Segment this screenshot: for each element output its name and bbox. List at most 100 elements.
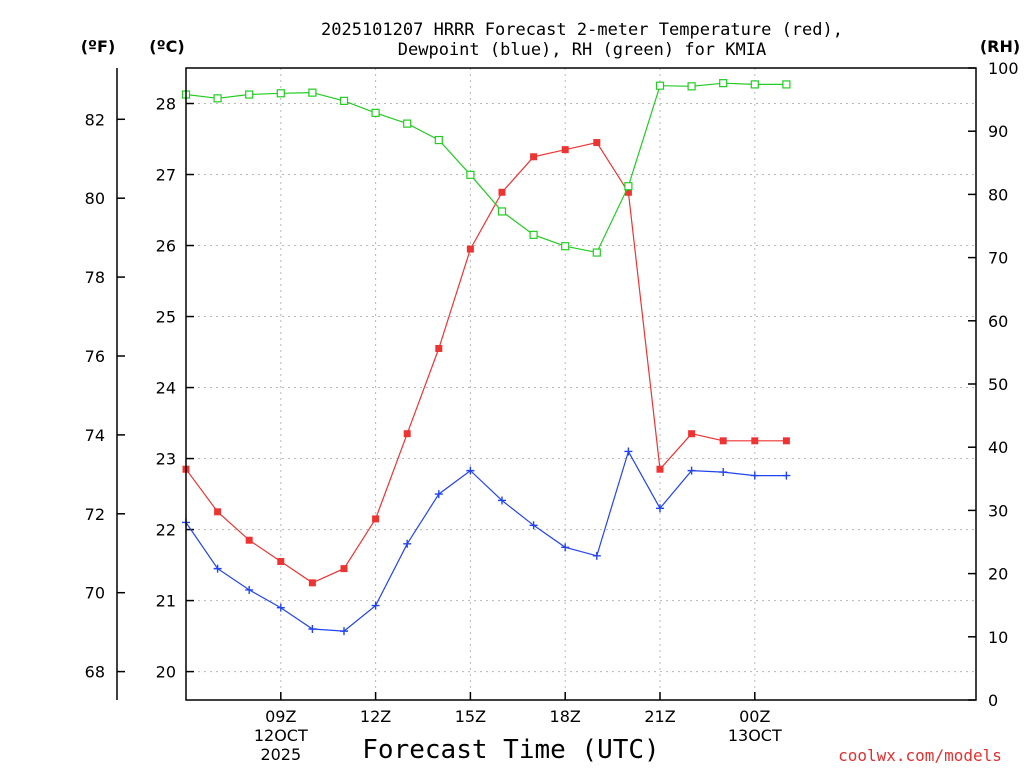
rh-line	[185, 82, 787, 254]
rh-point	[371, 108, 380, 117]
fahrenheit-tick-label: 78	[85, 268, 105, 287]
celsius-tick-label: 22	[156, 521, 176, 540]
rh-tick-label: 40	[988, 438, 1008, 457]
celsius-ticks: 20 21 22 23 24 25 26 27 28	[156, 95, 194, 682]
dewpoint-point	[624, 447, 633, 456]
temperature-point	[372, 515, 380, 523]
temperature-point	[561, 146, 569, 154]
rh-point	[624, 182, 633, 191]
x-tick-date: 13OCT	[728, 726, 782, 745]
rh-ticks: 0 10 20 30 40 50 60 70 80 90 100	[968, 59, 1019, 710]
temperature-point	[656, 465, 664, 473]
dewpoint-point	[403, 539, 412, 548]
dewpoint-point	[340, 627, 348, 636]
celsius-tick-label: 21	[156, 592, 176, 611]
temperature-point	[719, 437, 727, 445]
rh-point	[497, 207, 507, 216]
rh-tick-label: 100	[988, 59, 1019, 78]
celsius-tick-label: 20	[156, 663, 176, 682]
rh-point	[687, 82, 696, 91]
celsius-tick-label: 25	[156, 308, 176, 327]
dewpoint-point	[592, 551, 601, 560]
celsius-tick-label: 28	[156, 95, 176, 114]
x-tick-label: 00Z	[739, 707, 770, 726]
rh-point	[655, 81, 665, 90]
temperature-point	[403, 430, 411, 438]
celsius-tick-label: 26	[156, 237, 176, 256]
dewpoint-point	[656, 504, 664, 513]
temperature-point	[245, 536, 253, 544]
dewpoint-point	[466, 466, 475, 475]
plot-frame	[185, 67, 977, 701]
fahrenheit-tick-label: 70	[85, 584, 105, 603]
rh-tick-label: 0	[988, 691, 998, 710]
temperature-point	[277, 558, 285, 566]
rh-point	[750, 80, 759, 89]
rh-axis-unit: (RH)	[980, 37, 1020, 56]
temperature-point	[214, 508, 222, 516]
fahrenheit-tick-label: 76	[85, 347, 105, 366]
temperature-point	[593, 139, 601, 147]
rh-point	[245, 90, 254, 99]
dewpoint-line	[185, 449, 787, 632]
dewpoint-point	[371, 601, 380, 610]
x-axis-title: Forecast Time (UTC)	[362, 735, 659, 765]
rh-point	[529, 230, 538, 239]
rh-point	[308, 88, 317, 97]
x-tick-label: 21Z	[644, 707, 675, 726]
fahrenheit-tick-label: 80	[85, 189, 105, 208]
rh-point	[719, 79, 728, 88]
dewpoint-point	[782, 471, 791, 480]
temperature-point	[688, 430, 696, 438]
fahrenheit-axis-unit: (ºF)	[81, 37, 116, 56]
rh-point	[339, 96, 349, 105]
dewpoint-point	[529, 521, 538, 530]
rh-tick-label: 10	[988, 628, 1008, 647]
celsius-tick-label: 23	[156, 450, 176, 469]
fahrenheit-ticks: 68 70 72 74 76 78 80 82	[85, 110, 125, 682]
temperature-series	[182, 139, 790, 587]
temperature-point	[530, 153, 538, 161]
x-tick-label: 18Z	[550, 707, 581, 726]
rh-point	[276, 89, 285, 98]
chart-title: 2025101207 HRRR Forecast 2-meter Tempera…	[321, 20, 843, 60]
rh-point	[213, 94, 222, 103]
dewpoint-point	[308, 624, 317, 633]
rh-tick-label: 20	[988, 565, 1008, 584]
chart-title-line-1: 2025101207 HRRR Forecast 2-meter Tempera…	[321, 20, 843, 40]
temperature-point	[466, 245, 474, 253]
dewpoint-point	[561, 543, 570, 552]
rh-tick-label: 60	[988, 312, 1008, 331]
dewpoint-point	[719, 468, 728, 477]
rh-point	[592, 248, 601, 257]
rh-point	[561, 242, 570, 251]
chart-title-line-2: Dewpoint (blue), RH (green) for KMIA	[398, 40, 766, 60]
rh-tick-label: 80	[988, 185, 1008, 204]
dewpoint-point	[498, 496, 506, 505]
source-credit: coolwx.com/models	[838, 746, 1002, 765]
celsius-axis-unit: (ºC)	[149, 37, 184, 56]
fahrenheit-tick-label: 74	[85, 426, 105, 445]
temperature-line	[185, 141, 787, 584]
fahrenheit-tick-label: 68	[85, 663, 105, 682]
temperature-point	[308, 579, 316, 587]
dewpoint-point	[687, 466, 696, 475]
rh-tick-label: 50	[988, 375, 1008, 394]
temperature-point	[624, 188, 632, 196]
rh-tick-label: 30	[988, 501, 1008, 520]
fahrenheit-tick-label: 72	[85, 505, 105, 524]
temperature-point	[435, 344, 443, 352]
rh-point	[403, 119, 412, 128]
fahrenheit-tick-label: 82	[85, 110, 105, 129]
dewpoint-point	[434, 490, 443, 499]
temperature-point	[751, 437, 759, 445]
rh-tick-label: 90	[988, 122, 1008, 141]
rh-point	[782, 80, 791, 89]
dewpoint-series	[182, 447, 791, 636]
celsius-tick-label: 24	[156, 379, 176, 398]
dewpoint-point	[245, 585, 254, 594]
x-tick-year: 2025	[260, 745, 301, 764]
temperature-point	[498, 188, 506, 196]
